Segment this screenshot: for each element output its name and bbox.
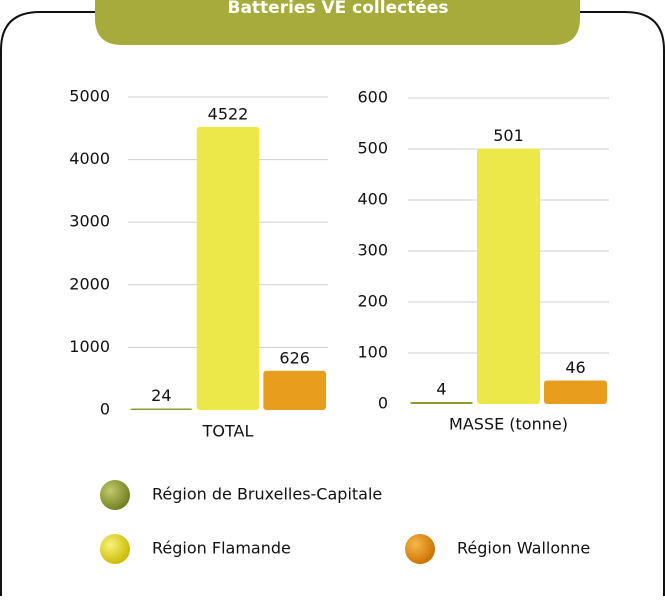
y-tick-label: 200: [357, 292, 388, 311]
y-tick-label: 3000: [69, 212, 110, 231]
y-tick-label: 400: [357, 190, 388, 209]
bar: [196, 126, 260, 411]
title: Batteries VE collectées: [228, 0, 449, 18]
bar: [544, 380, 607, 404]
legend-marker: [405, 534, 435, 564]
bar: [263, 370, 326, 410]
bar: [477, 148, 540, 404]
y-tick-label: 2000: [69, 274, 110, 293]
bar: [410, 401, 473, 404]
value-label: 24: [151, 386, 171, 405]
legend-label: Région Wallonne: [457, 539, 590, 558]
y-tick-label: 500: [357, 139, 388, 158]
y-tick-label: 300: [357, 241, 388, 260]
value-label: 501: [493, 126, 524, 145]
y-tick-label: 100: [357, 343, 388, 362]
legend-marker: [100, 534, 130, 564]
legend-marker: [100, 480, 130, 510]
value-label: 46: [565, 358, 585, 377]
y-tick-label: 1000: [69, 337, 110, 356]
x-tick-label: TOTAL: [202, 422, 254, 441]
y-tick-label: 4000: [69, 149, 110, 168]
y-tick-label: 0: [100, 400, 110, 419]
x-tick-label: MASSE (tonne): [449, 415, 568, 434]
bar: [130, 408, 193, 410]
value-label: 4522: [208, 104, 249, 123]
y-tick-label: 5000: [69, 87, 110, 106]
value-label: 626: [279, 348, 310, 367]
title-banner: [95, 0, 580, 45]
legend-label: Région Flamande: [152, 539, 291, 558]
y-tick-label: 600: [357, 88, 388, 107]
value-label: 4: [436, 379, 446, 398]
y-tick-label: 0: [378, 394, 388, 413]
legend-label: Région de Bruxelles-Capitale: [152, 485, 382, 504]
